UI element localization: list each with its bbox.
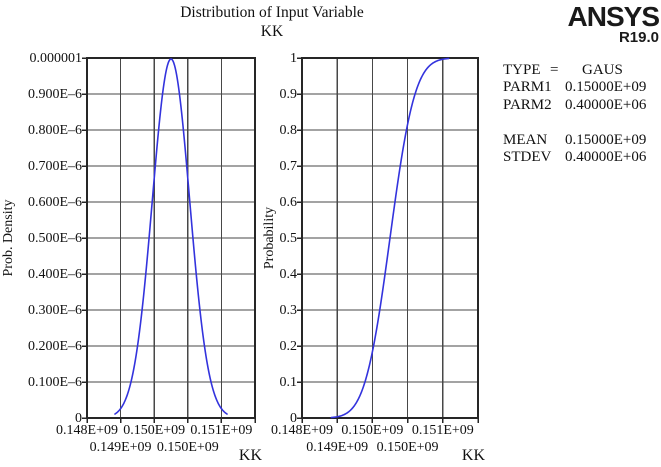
chart-title-line1: Distribution of Input Variable [180,4,364,21]
x-axis-title: KK [461,447,485,464]
x-tick-label: 0.151E+09 [411,423,474,438]
stats-value: 0.15000E+09 [565,79,647,96]
y-tick-label: 0.8 [279,122,298,138]
distribution-stats-panel: TYPE = GAUS PARM1 0.15000E+09 PARM2 0.40000E+0… [503,62,646,166]
stats-value: 0.15000E+09 [565,131,647,148]
y-tick-label: 0.300E–6 [27,302,82,318]
y-tick-label: 0.100E–6 [27,374,82,390]
y-tick-label: 0.3 [279,302,298,318]
ansys-logo-text: ANSYS [567,1,660,32]
x-axis-title: KK [238,447,262,464]
stats-row: TYPE = GAUS [503,62,646,79]
stats-row-spacer [503,114,646,131]
stats-equals [550,132,565,149]
x-tick-label: 0.148E+09 [56,423,118,438]
plot-border [301,57,479,419]
stats-equals [550,114,565,131]
grid-lines [87,58,255,418]
y-tick-label: 0.6 [279,194,298,210]
stats-row: MEAN 0.15000E+09 [503,132,646,149]
stats-label: PARM1 [503,79,552,96]
stats-value: 0.40000E+06 [565,148,647,165]
cumulative-probability-curve [330,57,450,419]
stats-label: STDEV [503,148,552,165]
stats-label: MEAN [503,131,548,148]
x-tick-label: 0.151E+09 [190,423,253,438]
stats-label: PARM2 [503,96,552,113]
x-tick-label: 0.149E+09 [306,440,369,455]
x-tick-label: 0.150E+09 [376,440,439,455]
stats-label: TYPE [503,62,541,78]
y-tick-label: 0.2 [279,338,298,354]
stats-equals: = [550,62,559,78]
stats-row: STDEV 0.40000E+06 [503,149,646,166]
x-tick-label: 0.150E+09 [156,440,219,455]
y-tick-label: 0.5 [279,230,298,246]
y-tick-label: 0.9 [279,86,298,102]
stats-equals [550,149,565,166]
x-tick-label: 0.149E+09 [89,440,152,455]
y-tick-label: 0.500E–6 [27,230,82,246]
y-tick-label: 0.600E–6 [27,194,82,210]
stats-value: GAUS [582,62,623,78]
chart-title: Distribution of Input Variable KK [92,3,452,41]
stats-value: 0.40000E+06 [565,96,647,113]
x-tick-label: 0.150E+09 [341,423,404,438]
y-tick-label: 0.1 [279,374,298,390]
ansys-logo: ANSYS R19.0 [567,1,660,46]
y-tick-label: 0.700E–6 [27,158,82,174]
stats-equals [550,79,565,96]
x-tick-label: 0.148E+09 [271,423,333,438]
ansys-version-text: R19.0 [618,29,659,46]
grid-lines [302,58,478,418]
y-tick-label: 0.200E–6 [27,338,82,354]
y-tick-label: 0.000001 [29,50,83,66]
y-tick-label: 0.800E–6 [27,122,82,138]
x-tick-label: 0.150E+09 [123,423,186,438]
stats-equals [550,97,565,114]
y-tick-label: 0 [75,410,82,426]
axis-tick-marks [297,57,479,423]
y-tick-label: 0.400E–6 [27,266,82,282]
y-axis-title: Probability [262,206,277,270]
y-tick-label: 1 [290,50,297,66]
chart-title-variable: KK [260,23,284,40]
stats-row: PARM2 0.40000E+06 [503,97,646,114]
plot-border [86,57,256,419]
stats-row: PARM1 0.15000E+09 [503,79,646,96]
probability-density-curve [114,58,228,415]
stats-label [503,114,550,131]
y-tick-label: 0.4 [279,266,298,282]
y-tick-label: 0.7 [279,158,298,174]
y-tick-label: 0 [290,410,297,426]
y-tick-label: 0.900E–6 [27,86,82,102]
